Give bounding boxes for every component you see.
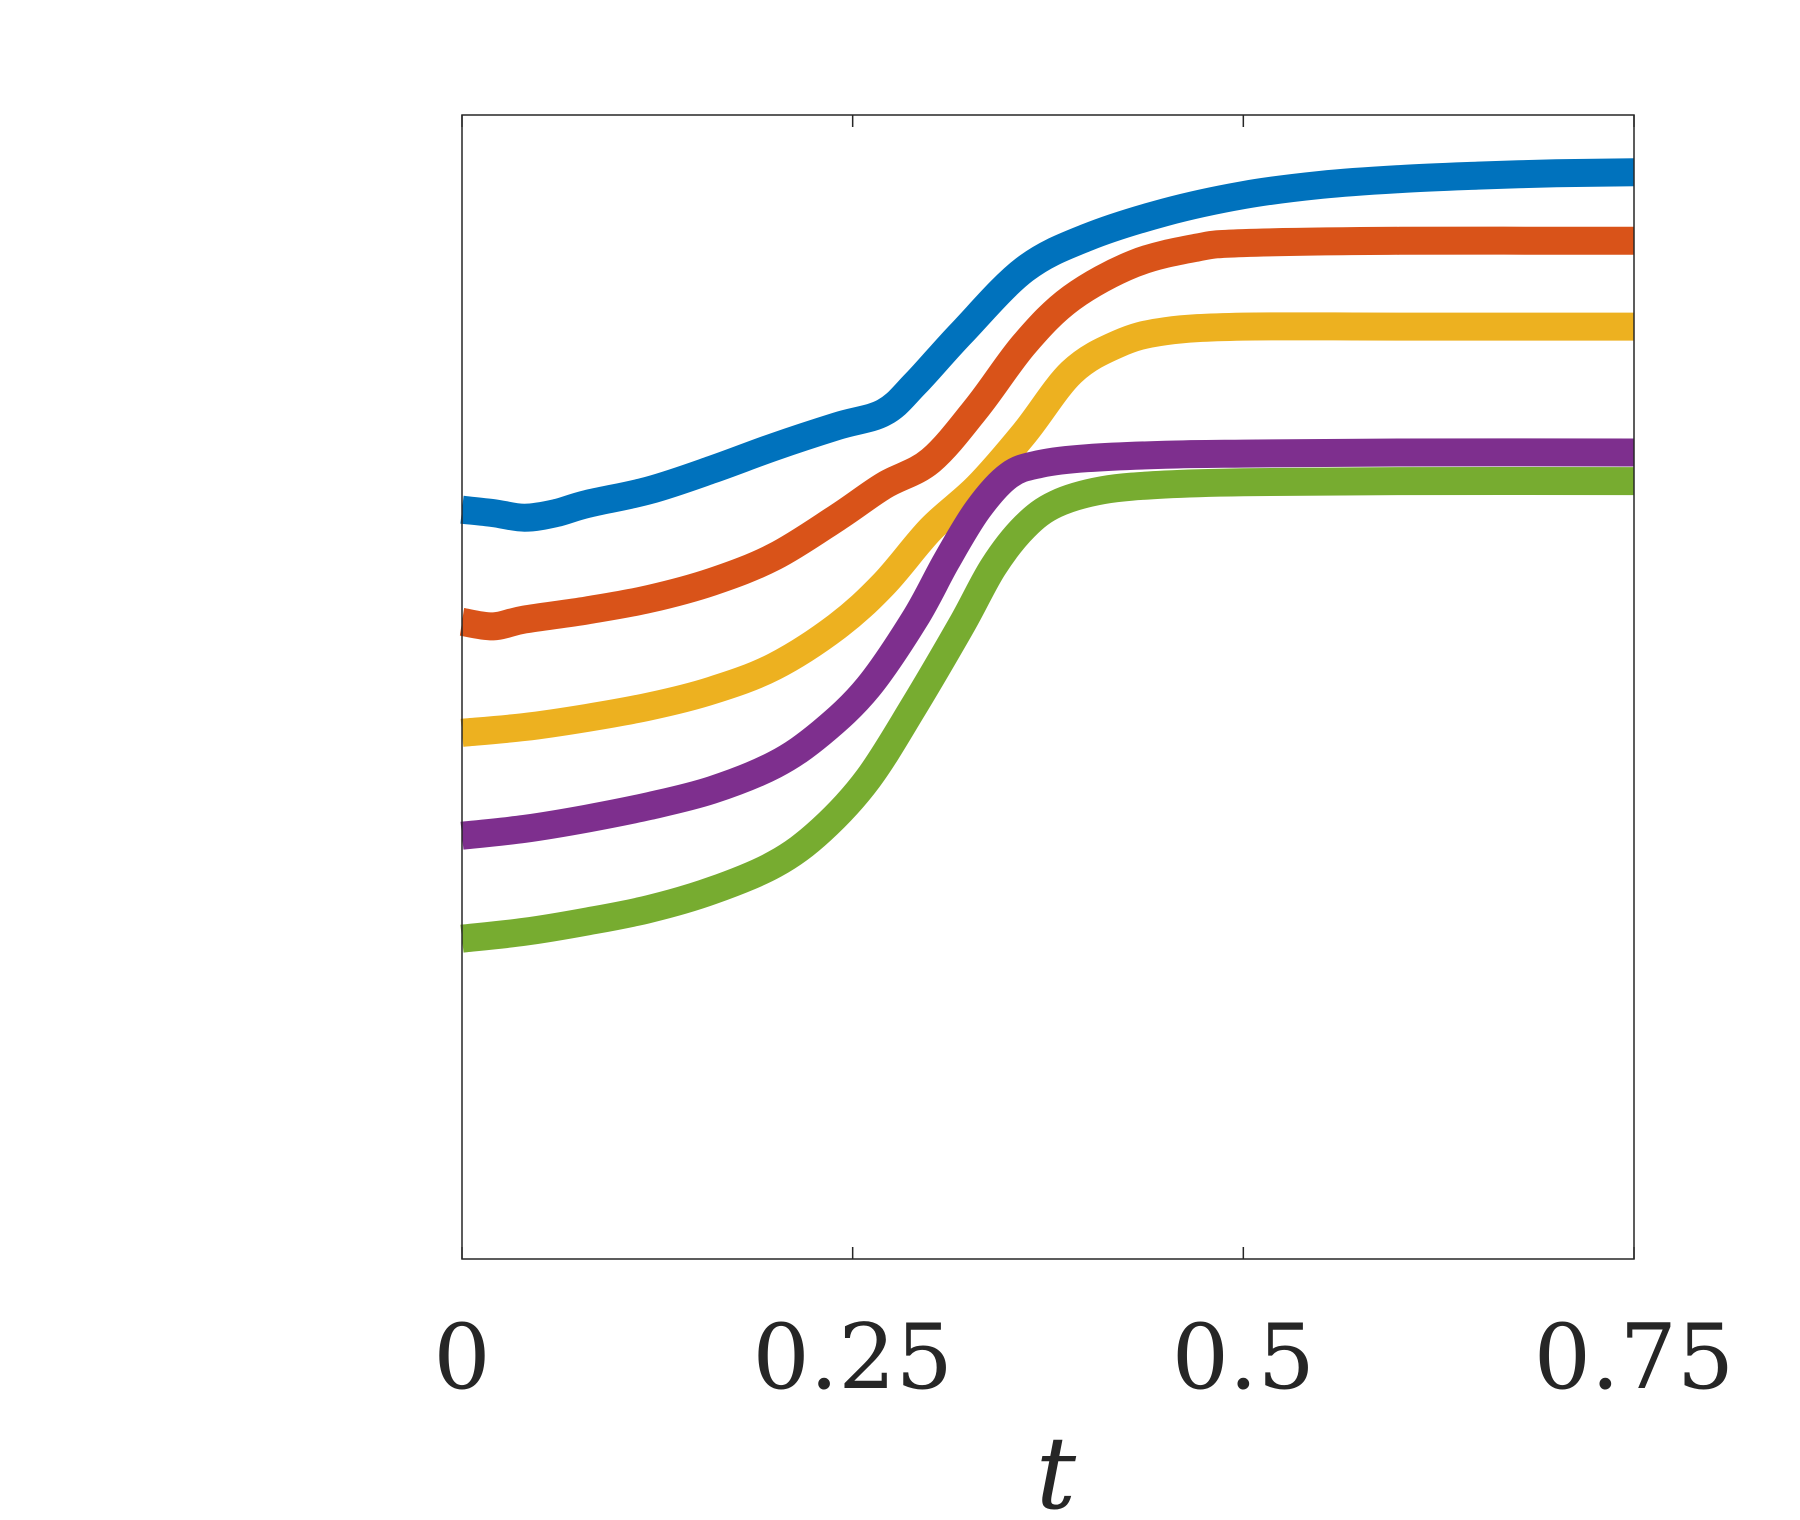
- x-axis-ticks: [461, 115, 1635, 1259]
- series-line-4: [460, 438, 1635, 850]
- series-line-3: [460, 312, 1634, 747]
- x-tick-label-2: 0.5: [1172, 1305, 1315, 1410]
- series-line-5: [460, 467, 1635, 953]
- series-layer: [459, 158, 1635, 953]
- plot-area-frame: [461, 114, 1635, 1260]
- series-line-1: [460, 158, 1635, 532]
- x-axis-tick-labels: 0 0.25 0.5 0.75: [433, 1305, 1734, 1410]
- x-tick-label-3: 0.75: [1534, 1305, 1734, 1410]
- x-tick-label-0: 0: [433, 1305, 490, 1410]
- series-line-2: [459, 226, 1635, 641]
- x-axis-label: t: [1036, 1415, 1077, 1520]
- x-tick-label-1: 0.25: [752, 1305, 952, 1410]
